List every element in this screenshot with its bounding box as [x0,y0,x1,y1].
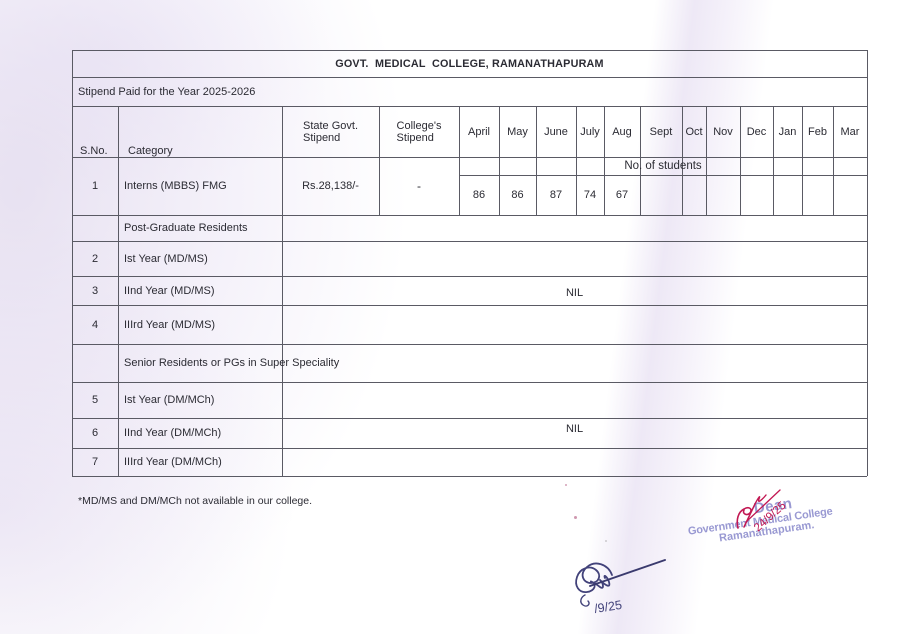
svg-text:/9/25: /9/25 [593,598,623,616]
svg-text:24/9/25: 24/9/25 [752,500,789,535]
